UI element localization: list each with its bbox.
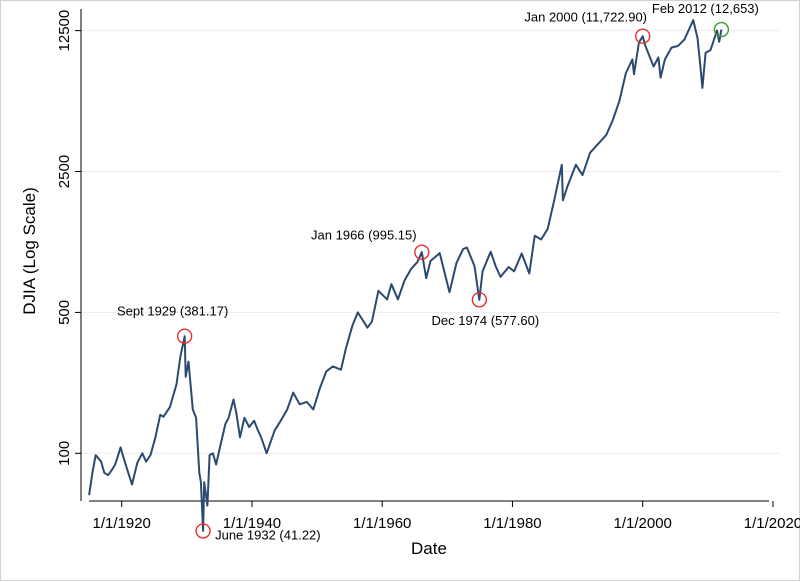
- series-layer: [88, 19, 723, 532]
- annotation-marker: [634, 28, 651, 44]
- annotation-marker: [713, 21, 730, 38]
- y-tick-label: 500: [56, 300, 73, 325]
- x-tick-label: 1/1/2020: [744, 515, 800, 532]
- x-tick-label: 1/1/2000: [614, 515, 672, 532]
- y-tick-label: 100: [56, 441, 73, 466]
- y-tick-label: 12500: [56, 10, 73, 52]
- gridlines: [81, 30, 780, 454]
- annotation-label: Dec 1974 (577.60): [431, 313, 539, 328]
- annotation-marker: [176, 328, 193, 344]
- y-axis-title: DJIA (Log Scale): [20, 187, 39, 315]
- annotation-label: Feb 2012 (12,653): [652, 1, 759, 16]
- annotations-layer: Sept 1929 (381.17) June 1932 (41.22) Jan 1…: [117, 1, 759, 542]
- x-axis: 1/1/1920 1/1/1940 1/1/1960 1/1/1980 1/1/2000…: [89, 500, 800, 532]
- annotation-marker: [195, 523, 211, 539]
- djia-series-line: [88, 19, 723, 532]
- annotation-label: June 1932 (41.22): [215, 527, 321, 542]
- y-tick-label: 2500: [56, 155, 73, 188]
- annotation-marker: [471, 292, 488, 308]
- annotation-label: Sept 1929 (381.17): [117, 304, 228, 319]
- annotation-label: Jan 1966 (995.15): [311, 228, 417, 243]
- x-axis-title: Date: [411, 539, 447, 558]
- y-axis: 100 500 2500 12500: [56, 9, 82, 501]
- x-tick-label: 1/1/1940: [223, 515, 281, 532]
- annotation-marker: [414, 244, 430, 260]
- annotation-label: Jan 2000 (11,722.90): [524, 10, 647, 25]
- x-tick-label: 1/1/1960: [353, 515, 411, 532]
- x-tick-label: 1/1/1980: [483, 515, 541, 532]
- x-tick-label: 1/1/1920: [93, 515, 151, 532]
